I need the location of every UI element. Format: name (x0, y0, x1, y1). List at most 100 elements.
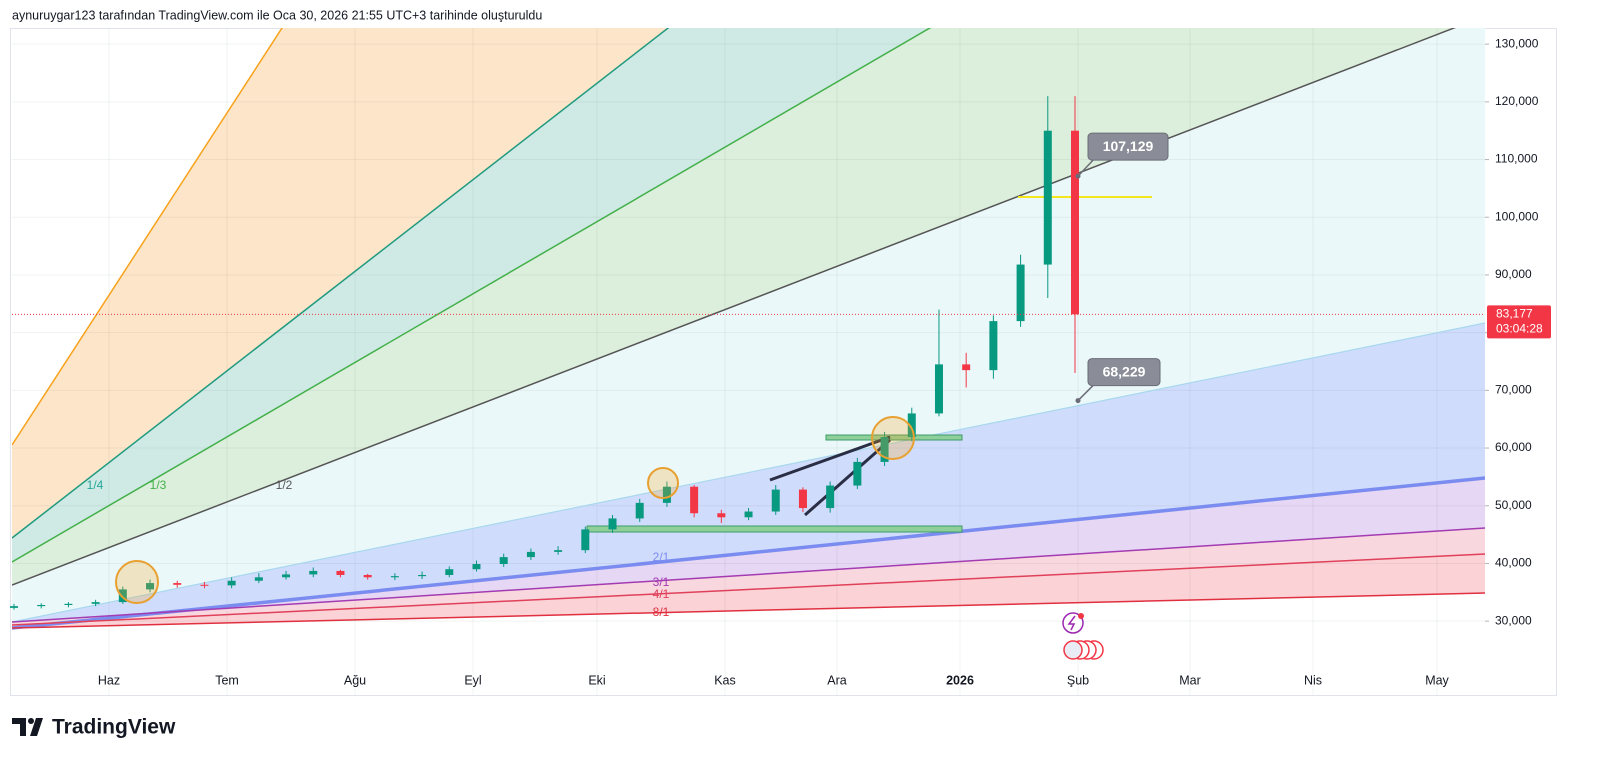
logo-mark (12, 718, 43, 736)
candle-body (744, 511, 753, 518)
gann-fan (12, 28, 1485, 628)
drawings (586, 196, 1152, 533)
x-tick-label: Ağu (344, 673, 366, 687)
logo-mark (28, 718, 34, 724)
fan-label: 3/1 (653, 575, 670, 589)
candle-body (64, 603, 73, 605)
candle-body (91, 602, 100, 604)
fan-line (12, 527, 1485, 623)
annotation-label: 107,129 (1103, 138, 1154, 154)
candle-body (227, 580, 236, 586)
annotation-label: 68,229 (1103, 363, 1146, 379)
candle-body (445, 569, 454, 575)
x-tick-label: Tem (215, 673, 239, 687)
countdown: 03:04:28 (1496, 321, 1543, 335)
candle-body (173, 583, 182, 585)
y-tick-label: 100,000 (1495, 209, 1539, 223)
candle-body (418, 574, 427, 577)
event-icon[interactable] (1062, 612, 1084, 634)
x-tick-label: Kas (714, 673, 736, 687)
fan-line (12, 592, 1485, 629)
fan-line (12, 28, 1457, 586)
candle-body (10, 606, 18, 608)
candle-body (608, 518, 617, 530)
fan-label: 4/1 (653, 587, 670, 601)
fan-label: 2/1 (653, 550, 670, 564)
fan-label: 1/2 (276, 478, 293, 492)
candle-body (200, 584, 209, 586)
x-tick-label: Nis (1304, 673, 1322, 687)
zone-box (825, 434, 963, 441)
y-tick-label: 50,000 (1495, 498, 1532, 512)
fan-line (12, 322, 1485, 623)
annotation-pointer (1077, 384, 1095, 402)
x-tick-label: Eyl (464, 673, 481, 687)
candle-body (989, 321, 998, 371)
candle-body (309, 570, 318, 575)
fan-line (12, 28, 932, 563)
highlight-circle (647, 467, 679, 499)
candle-body (690, 486, 699, 514)
logo: TradingView (12, 716, 176, 739)
trend-line (769, 435, 891, 482)
y-tick-label: 70,000 (1495, 383, 1532, 397)
zone-box (586, 525, 963, 533)
annotation-pointer (1077, 158, 1095, 177)
annotation-box (1087, 358, 1161, 387)
last-price-label: 83,177 (1496, 306, 1533, 320)
trend-line (804, 438, 891, 517)
candle-body (282, 574, 291, 578)
candle-body (880, 437, 889, 462)
candle-body (635, 502, 644, 519)
event-dot (1078, 613, 1084, 619)
highlights (115, 416, 915, 604)
candle-body (254, 577, 263, 581)
y-tick-label: 40,000 (1495, 556, 1532, 570)
candle-body (499, 557, 508, 565)
candle-body (472, 564, 481, 570)
header: aynuruygar123 tarafından TradingView.com… (12, 8, 542, 22)
x-tick-label: 2026 (946, 673, 974, 687)
x-tick-label: Ara (827, 673, 847, 687)
candle-body (390, 576, 399, 578)
y-tick-label: 30,000 (1495, 613, 1532, 627)
candle-body (934, 364, 943, 414)
candle-body (118, 589, 127, 603)
annotation-box (1087, 132, 1169, 161)
x-tick-label: Şub (1067, 673, 1089, 687)
candle-body (336, 570, 345, 575)
annotation-point (1075, 173, 1081, 179)
y-tick-label: 130,000 (1495, 36, 1539, 50)
y-tick-label: 90,000 (1495, 267, 1532, 281)
highlight-circle (115, 560, 159, 604)
highlight-circle (871, 416, 915, 460)
candle-body (1071, 130, 1079, 315)
candle-body (363, 574, 372, 578)
x-tick-label: May (1425, 673, 1449, 687)
fan-zone (12, 28, 1485, 622)
candle-body (907, 413, 916, 438)
fan-line (12, 28, 283, 446)
candle-body (798, 489, 807, 509)
fan-line (12, 553, 1485, 626)
candle-body (853, 461, 862, 486)
x-tick-label: Mar (1179, 673, 1201, 687)
fan-zone (12, 323, 1485, 628)
last-price-box (1487, 305, 1551, 339)
fan-line (12, 28, 670, 539)
candle-body (662, 486, 671, 503)
fan-label: 8/1 (653, 605, 670, 619)
x-tick-label: Eki (588, 673, 605, 687)
event-icon-glyph (1067, 615, 1076, 631)
annotation-point (1075, 398, 1081, 404)
event-icon[interactable] (1063, 640, 1083, 660)
y-tick-label: 60,000 (1495, 440, 1532, 454)
x-tick-label: Haz (98, 673, 120, 687)
candle-body (146, 583, 155, 590)
fan-label: 1/4 (87, 478, 104, 492)
candle-body (554, 550, 563, 552)
candle-body (37, 604, 46, 607)
candle-body (717, 513, 726, 518)
